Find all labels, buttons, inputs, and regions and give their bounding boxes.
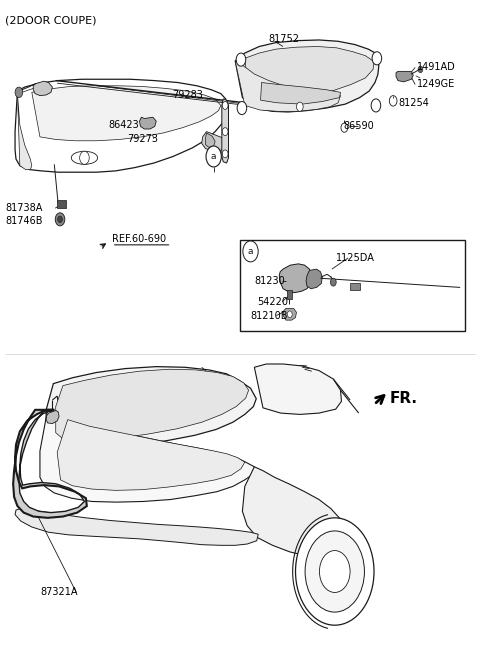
Polygon shape xyxy=(245,47,374,98)
Circle shape xyxy=(237,102,247,115)
Polygon shape xyxy=(254,364,341,415)
Polygon shape xyxy=(15,508,258,545)
Polygon shape xyxy=(306,269,323,289)
Polygon shape xyxy=(279,264,312,293)
Text: 86590: 86590 xyxy=(343,121,373,131)
Polygon shape xyxy=(202,132,225,152)
Text: 81752: 81752 xyxy=(269,33,300,44)
Circle shape xyxy=(15,87,23,98)
Text: a: a xyxy=(211,152,216,161)
Polygon shape xyxy=(396,72,413,82)
Bar xyxy=(350,283,360,290)
Circle shape xyxy=(80,152,89,165)
Circle shape xyxy=(305,531,364,612)
Circle shape xyxy=(371,99,381,112)
Polygon shape xyxy=(284,308,297,320)
Text: 81230: 81230 xyxy=(254,276,285,286)
Circle shape xyxy=(58,216,62,222)
Polygon shape xyxy=(46,367,256,447)
Circle shape xyxy=(288,311,292,318)
Polygon shape xyxy=(57,420,245,490)
Text: 81746B: 81746B xyxy=(5,216,43,226)
Circle shape xyxy=(243,241,258,262)
Polygon shape xyxy=(222,99,228,163)
Text: 81210B: 81210B xyxy=(251,310,288,321)
Polygon shape xyxy=(40,410,254,502)
Text: 86423: 86423 xyxy=(108,120,139,130)
Text: 1249GE: 1249GE xyxy=(417,79,456,89)
Polygon shape xyxy=(261,83,340,104)
Circle shape xyxy=(418,66,423,73)
Text: 54220: 54220 xyxy=(257,297,288,308)
Polygon shape xyxy=(205,133,215,148)
Bar xyxy=(240,239,465,331)
Circle shape xyxy=(372,52,382,65)
Text: 1491AD: 1491AD xyxy=(417,62,456,72)
Circle shape xyxy=(297,102,303,112)
Text: REF.60-690: REF.60-690 xyxy=(112,234,166,244)
Polygon shape xyxy=(235,61,340,112)
Polygon shape xyxy=(15,79,227,173)
Text: 79273: 79273 xyxy=(128,134,158,144)
Text: (2DOOR COUPE): (2DOOR COUPE) xyxy=(5,15,97,25)
Bar xyxy=(57,199,66,207)
Text: 87321A: 87321A xyxy=(40,588,77,598)
Circle shape xyxy=(296,518,374,625)
Polygon shape xyxy=(235,40,379,112)
Polygon shape xyxy=(140,117,156,129)
Text: 81254: 81254 xyxy=(398,98,429,108)
Polygon shape xyxy=(17,94,32,170)
Polygon shape xyxy=(32,86,221,141)
Circle shape xyxy=(55,213,65,226)
Circle shape xyxy=(222,102,228,110)
Text: a: a xyxy=(248,247,253,256)
Text: FR.: FR. xyxy=(389,390,417,405)
Circle shape xyxy=(330,278,336,286)
Polygon shape xyxy=(33,81,52,96)
Circle shape xyxy=(389,96,397,106)
Circle shape xyxy=(206,146,221,167)
Ellipse shape xyxy=(72,152,97,165)
Text: 79283: 79283 xyxy=(172,90,203,100)
Polygon shape xyxy=(46,411,59,424)
Circle shape xyxy=(222,128,228,136)
Polygon shape xyxy=(242,467,354,560)
Circle shape xyxy=(341,123,348,133)
Circle shape xyxy=(222,150,228,158)
Circle shape xyxy=(236,53,246,66)
Polygon shape xyxy=(56,369,249,441)
Text: 81738A: 81738A xyxy=(5,203,43,213)
Bar xyxy=(287,290,292,299)
Circle shape xyxy=(320,550,350,592)
Polygon shape xyxy=(13,410,87,518)
Text: 1125DA: 1125DA xyxy=(336,253,374,263)
